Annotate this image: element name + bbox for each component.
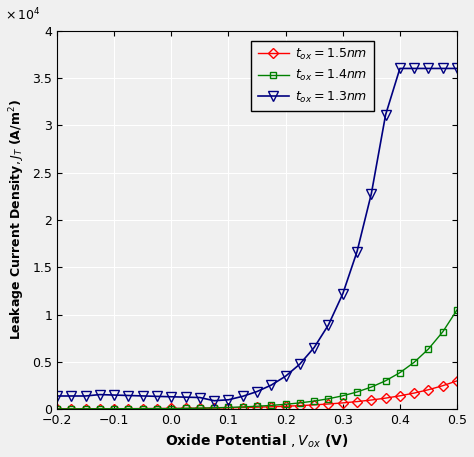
X-axis label: Oxide Potential $,V_{ox}$ (V): Oxide Potential $,V_{ox}$ (V) xyxy=(165,433,349,450)
$t_{ox}=1.5nm$ xyxy=(411,390,417,396)
$t_{ox}=1.4nm$ xyxy=(82,406,88,412)
Y-axis label: Leakage Current Density$,J_T$ (A/m$^2$): Leakage Current Density$,J_T$ (A/m$^2$) xyxy=(7,100,27,340)
$t_{ox}=1.4nm$ xyxy=(54,406,60,412)
$t_{ox}=1.3nm$ xyxy=(411,66,417,71)
$t_{ox}=1.4nm$ xyxy=(297,400,303,406)
$t_{ox}=1.3nm$ xyxy=(197,395,203,400)
$t_{ox}=1.4nm$ xyxy=(154,406,160,411)
$t_{ox}=1.4nm$ xyxy=(326,396,331,402)
$t_{ox}=1.4nm$ xyxy=(311,399,317,404)
$t_{ox}=1.3nm$ xyxy=(397,66,403,71)
$t_{ox}=1.5nm$ xyxy=(240,405,246,410)
$t_{ox}=1.3nm$ xyxy=(268,383,274,388)
$t_{ox}=1.3nm$ xyxy=(326,322,331,328)
Line: $t_{ox}=1.3nm$: $t_{ox}=1.3nm$ xyxy=(52,64,462,405)
$t_{ox}=1.4nm$ xyxy=(368,384,374,390)
$t_{ox}=1.3nm$ xyxy=(383,112,389,117)
$t_{ox}=1.5nm$ xyxy=(82,406,88,412)
$t_{ox}=1.5nm$ xyxy=(168,406,174,411)
$t_{ox}=1.5nm$ xyxy=(368,397,374,403)
$t_{ox}=1.5nm$ xyxy=(354,399,360,404)
$t_{ox}=1.5nm$ xyxy=(268,404,274,409)
$t_{ox}=1.3nm$ xyxy=(254,389,260,394)
$t_{ox}=1.3nm$ xyxy=(54,393,60,399)
$t_{ox}=1.3nm$ xyxy=(168,394,174,399)
$t_{ox}=1.4nm$ xyxy=(68,406,74,412)
$t_{ox}=1.3nm$ xyxy=(68,393,74,399)
$t_{ox}=1.5nm$ xyxy=(397,393,403,399)
Legend: $t_{ox}=1.5nm$, $t_{ox}=1.4nm$, $t_{ox}=1.3nm$: $t_{ox}=1.5nm$, $t_{ox}=1.4nm$, $t_{ox}=… xyxy=(251,41,374,111)
$t_{ox}=1.5nm$ xyxy=(97,406,103,411)
$t_{ox}=1.4nm$ xyxy=(254,404,260,409)
$t_{ox}=1.5nm$ xyxy=(154,406,160,411)
$t_{ox}=1.5nm$ xyxy=(126,406,131,411)
$t_{ox}=1.4nm$ xyxy=(426,346,431,352)
$t_{ox}=1.5nm$ xyxy=(383,395,389,401)
$t_{ox}=1.3nm$ xyxy=(454,66,460,71)
$t_{ox}=1.5nm$ xyxy=(226,405,231,410)
$t_{ox}=1.3nm$ xyxy=(182,394,188,400)
$t_{ox}=1.3nm$ xyxy=(368,191,374,197)
$t_{ox}=1.4nm$ xyxy=(397,370,403,375)
$t_{ox}=1.4nm$ xyxy=(354,389,360,395)
Line: $t_{ox}=1.4nm$: $t_{ox}=1.4nm$ xyxy=(54,306,461,412)
$t_{ox}=1.5nm$ xyxy=(454,378,460,383)
$t_{ox}=1.4nm$ xyxy=(454,307,460,313)
$t_{ox}=1.5nm$ xyxy=(326,401,331,407)
$t_{ox}=1.4nm$ xyxy=(283,402,289,407)
$t_{ox}=1.4nm$ xyxy=(440,329,446,335)
$t_{ox}=1.3nm$ xyxy=(82,393,88,399)
$t_{ox}=1.5nm$ xyxy=(140,406,146,411)
$t_{ox}=1.5nm$ xyxy=(440,383,446,388)
$t_{ox}=1.3nm$ xyxy=(340,291,346,297)
$t_{ox}=1.3nm$ xyxy=(154,393,160,399)
Line: $t_{ox}=1.5nm$: $t_{ox}=1.5nm$ xyxy=(54,377,461,412)
$t_{ox}=1.5nm$ xyxy=(340,400,346,406)
$t_{ox}=1.5nm$ xyxy=(68,406,74,412)
$t_{ox}=1.4nm$ xyxy=(268,403,274,408)
$t_{ox}=1.4nm$ xyxy=(168,406,174,411)
$t_{ox}=1.5nm$ xyxy=(426,387,431,393)
$t_{ox}=1.4nm$ xyxy=(197,405,203,411)
$t_{ox}=1.3nm$ xyxy=(126,393,131,398)
$t_{ox}=1.5nm$ xyxy=(311,402,317,408)
$t_{ox}=1.3nm$ xyxy=(440,66,446,71)
$t_{ox}=1.5nm$ xyxy=(111,406,117,411)
Text: $\times\,10^4$: $\times\,10^4$ xyxy=(5,6,40,23)
$t_{ox}=1.3nm$ xyxy=(283,373,289,379)
$t_{ox}=1.3nm$ xyxy=(311,345,317,350)
$t_{ox}=1.3nm$ xyxy=(97,392,103,397)
$t_{ox}=1.3nm$ xyxy=(226,397,231,403)
$t_{ox}=1.4nm$ xyxy=(97,406,103,411)
$t_{ox}=1.5nm$ xyxy=(211,405,217,411)
$t_{ox}=1.5nm$ xyxy=(283,404,289,409)
$t_{ox}=1.4nm$ xyxy=(126,406,131,411)
$t_{ox}=1.3nm$ xyxy=(211,398,217,404)
$t_{ox}=1.5nm$ xyxy=(197,405,203,411)
$t_{ox}=1.4nm$ xyxy=(411,360,417,365)
$t_{ox}=1.3nm$ xyxy=(354,249,360,255)
$t_{ox}=1.3nm$ xyxy=(111,392,117,398)
$t_{ox}=1.3nm$ xyxy=(140,393,146,399)
$t_{ox}=1.5nm$ xyxy=(182,406,188,411)
$t_{ox}=1.3nm$ xyxy=(297,361,303,367)
$t_{ox}=1.4nm$ xyxy=(383,378,389,383)
$t_{ox}=1.4nm$ xyxy=(111,406,117,411)
$t_{ox}=1.3nm$ xyxy=(426,66,431,71)
$t_{ox}=1.4nm$ xyxy=(226,405,231,410)
$t_{ox}=1.4nm$ xyxy=(140,406,146,411)
$t_{ox}=1.5nm$ xyxy=(254,404,260,410)
$t_{ox}=1.5nm$ xyxy=(297,403,303,409)
$t_{ox}=1.4nm$ xyxy=(211,405,217,410)
$t_{ox}=1.4nm$ xyxy=(340,393,346,399)
$t_{ox}=1.4nm$ xyxy=(240,404,246,409)
$t_{ox}=1.3nm$ xyxy=(240,393,246,399)
$t_{ox}=1.4nm$ xyxy=(182,406,188,411)
$t_{ox}=1.5nm$ xyxy=(54,406,60,412)
